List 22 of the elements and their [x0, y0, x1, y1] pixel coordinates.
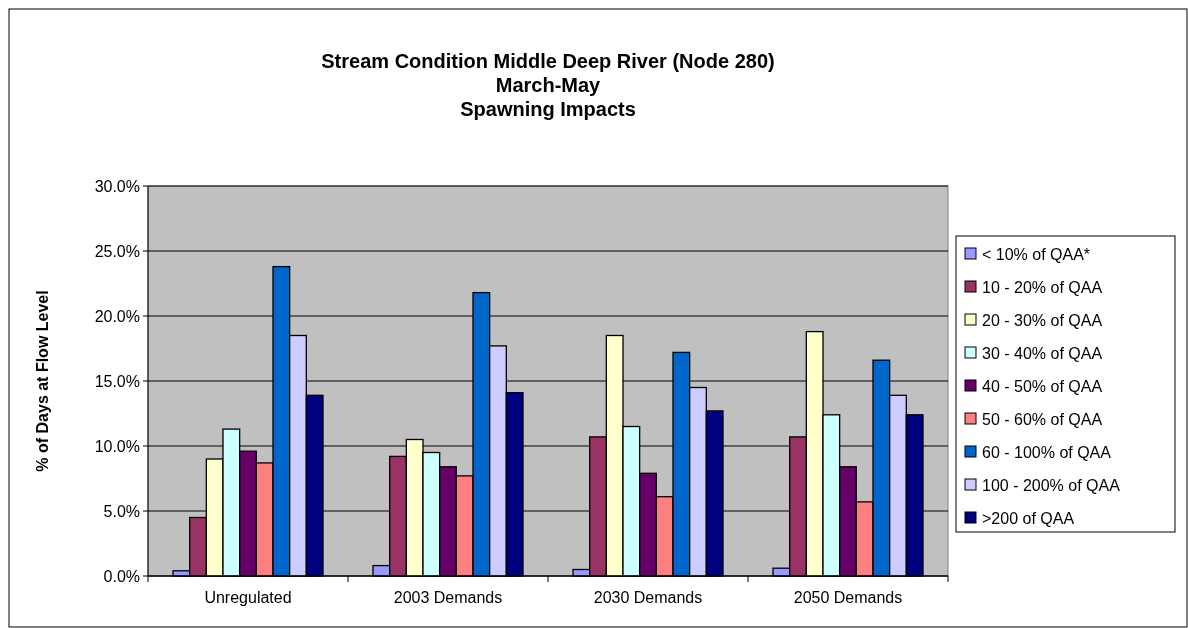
y-tick-label: 0.0%: [103, 567, 140, 585]
y-axis-title: % of Days at Flow Level: [34, 290, 51, 472]
x-tick-label: 2003 Demands: [393, 589, 503, 606]
chart-title: Stream Condition Middle Deep River (Node 280) March-May Spawning Impacts: [321, 50, 775, 120]
legend-label: 20 - 30% of QAA: [982, 311, 1103, 329]
legend-label: 50 - 60% of QAA: [982, 410, 1103, 428]
y-tick-label: 30.0%: [94, 177, 140, 195]
x-tick-label: 2050 Demands: [793, 589, 903, 606]
y-tick-label: 15.0%: [94, 372, 140, 390]
y-tick-label: 25.0%: [94, 242, 140, 260]
legend-label: 100 - 200% of QAA: [982, 476, 1121, 494]
x-tick-label: 2030 Demands: [593, 589, 703, 606]
legend-label: >200 of QAA: [982, 509, 1075, 527]
x-tick-label: Unregulated: [204, 589, 292, 606]
legend-label: 40 - 50% of QAA: [982, 377, 1103, 395]
legend-label: 30 - 40% of QAA: [982, 344, 1103, 362]
y-tick-label: 5.0%: [103, 502, 140, 520]
legend-label: < 10% of QAA*: [982, 245, 1091, 263]
y-tick-label: 10.0%: [94, 437, 140, 455]
legend-label: 10 - 20% of QAA: [982, 278, 1103, 296]
y-tick-label: 20.0%: [94, 307, 140, 325]
legend-label: 60 - 100% of QAA: [982, 443, 1112, 461]
